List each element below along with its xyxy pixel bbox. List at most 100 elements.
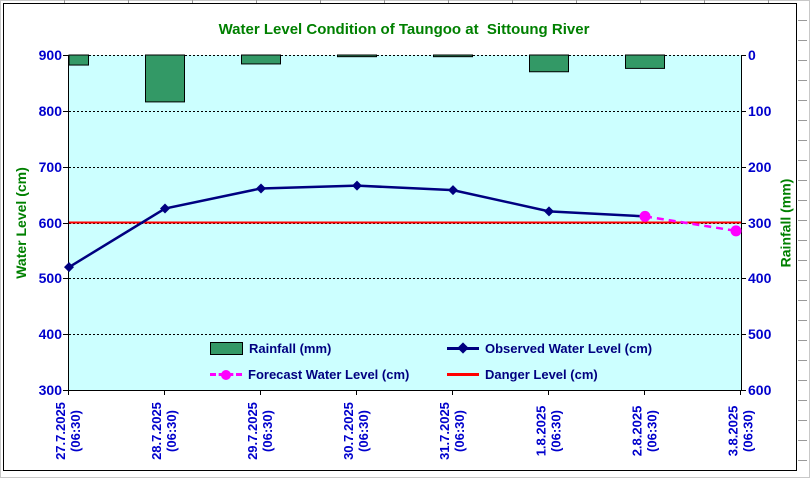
right-tick-mark [741, 390, 746, 391]
x-tick-label: 1.8.2025 (06:30) [511, 394, 585, 468]
left-tick-label: 300 [38, 382, 62, 398]
x-tick-label-text: 30.7.2025 (06:30) [341, 402, 371, 460]
plot-canvas [64, 54, 742, 335]
sheet-row-gridline-stub [798, 100, 807, 101]
left-tick-mark [63, 334, 68, 336]
x-tick-label: 3.8.2025 (06:30) [703, 394, 777, 468]
sheet-row-gridline-stub [798, 440, 807, 441]
sheet-column-gridline-stub [704, 0, 705, 3]
right-tick-mark [741, 278, 746, 280]
sheet-column-gridline-stub [320, 0, 321, 3]
sheet-row-gridline-stub [798, 400, 807, 401]
observed-marker-icon [352, 180, 362, 191]
sheet-row-gridline-stub [798, 180, 807, 181]
plot-area [64, 54, 742, 391]
observed-marker-icon [256, 183, 266, 194]
x-tick-mark [164, 391, 165, 395]
x-tick-label-text: 29.7.2025 (06:30) [245, 402, 275, 460]
sheet-row-gridline-stub [798, 220, 807, 221]
x-tick-label: 27.7.2025 (06:30) [31, 394, 105, 468]
sheet-row-gridline-stub [798, 260, 807, 261]
sheet-row-gridline-stub [798, 380, 807, 381]
left-tick-label: 400 [38, 326, 62, 343]
sheet-row-gridline-stub [798, 120, 807, 121]
right-tick-label: 400 [748, 270, 772, 287]
sheet-row-gridline-stub [798, 200, 807, 201]
sheet-row-gridline-stub [798, 360, 807, 361]
x-tick-label-text: 28.7.2025 (06:30) [149, 402, 179, 460]
forecast-marker-icon [639, 210, 651, 222]
left-tick-mark [63, 166, 68, 168]
sheet-column-gridline-stub [512, 0, 513, 3]
right-tick-label: 300 [748, 214, 772, 231]
observed-marker-icon [544, 206, 554, 217]
sheet-column-gridline-stub [256, 0, 257, 3]
left-tick-label: 500 [38, 270, 62, 287]
observed-marker-icon [448, 185, 458, 196]
x-tick-label: 28.7.2025 (06:30) [127, 394, 201, 468]
x-tick-label: 2.8.2025 (06:30) [607, 394, 681, 468]
right-tick-label: 600 [748, 382, 772, 398]
sheet-column-gridline-stub [448, 0, 449, 3]
sheet-row-gridline-stub [798, 80, 807, 81]
left-tick-mark [63, 222, 68, 224]
rainfall-bar [625, 54, 665, 69]
x-tick-mark [548, 391, 549, 395]
observed-marker-icon [64, 262, 74, 273]
sheet-row-gridline-stub [798, 460, 807, 461]
x-tick-label-text: 3.8.2025 (06:30) [724, 405, 755, 457]
forecast-marker-icon [730, 225, 742, 237]
sheet-row-gridline-stub [798, 300, 807, 301]
sheet-row-gridline-stub [798, 340, 807, 341]
observed-marker-icon [160, 203, 170, 214]
x-tick-mark [644, 391, 645, 395]
observed-line [68, 184, 646, 269]
right-tick-label: 200 [748, 158, 772, 175]
left-tick-mark [63, 278, 68, 280]
forecast-line [644, 215, 737, 233]
sheet-row-gridline-stub [798, 140, 807, 141]
x-tick-mark [740, 391, 741, 395]
right-tick-label: 100 [748, 102, 772, 119]
sheet-row-gridline-stub [798, 40, 807, 41]
right-tick-mark [741, 222, 746, 224]
sheet-column-gridline-stub [128, 0, 129, 3]
left-tick-label: 800 [38, 102, 62, 119]
x-tick-mark [260, 391, 261, 395]
sheet-column-gridline-stub [192, 0, 193, 3]
chart-title: Water Level Condition of Taungoo at Sitt… [218, 21, 590, 38]
right-tick-label: 0 [748, 47, 756, 63]
sheet-column-gridline-stub [640, 0, 641, 3]
x-tick-label-text: 1.8.2025 (06:30) [532, 405, 563, 457]
left-tick-mark [63, 390, 68, 391]
left-tick-mark [63, 55, 68, 56]
rainfall-bar [241, 54, 281, 65]
sheet-column-gridline-stub [384, 0, 385, 3]
right-tick-mark [741, 110, 746, 112]
x-tick-label-text: 27.7.2025 (06:30) [53, 402, 83, 460]
x-tick-label: 29.7.2025 (06:30) [223, 394, 297, 468]
sheet-row-gridline-stub [798, 20, 807, 21]
left-tick-label: 600 [38, 214, 62, 231]
x-tick-label-text: 31.7.2025 (06:30) [437, 402, 467, 460]
rainfall-bar [68, 54, 89, 66]
sheet-row-gridline-stub [798, 160, 807, 161]
rainfall-bar [337, 54, 377, 58]
right-tick-mark [741, 166, 746, 168]
sheet-column-gridline-stub [64, 0, 65, 3]
right-tick-label: 500 [748, 326, 772, 343]
rainfall-bar [433, 54, 473, 58]
x-tick-label: 30.7.2025 (06:30) [319, 394, 393, 468]
sheet-row-gridline-stub [798, 320, 807, 321]
rainfall-bar [529, 54, 569, 73]
sheet-row-gridline-stub [798, 240, 807, 241]
sheet-row-gridline-stub [798, 280, 807, 281]
x-tick-mark [452, 391, 453, 395]
x-tick-mark [68, 391, 69, 395]
right-tick-mark [741, 55, 746, 56]
left-tick-mark [63, 110, 68, 112]
sheet-column-gridline-stub [768, 0, 769, 3]
x-tick-label: 31.7.2025 (06:30) [415, 394, 489, 468]
sheet-column-gridline-stub [576, 0, 577, 3]
